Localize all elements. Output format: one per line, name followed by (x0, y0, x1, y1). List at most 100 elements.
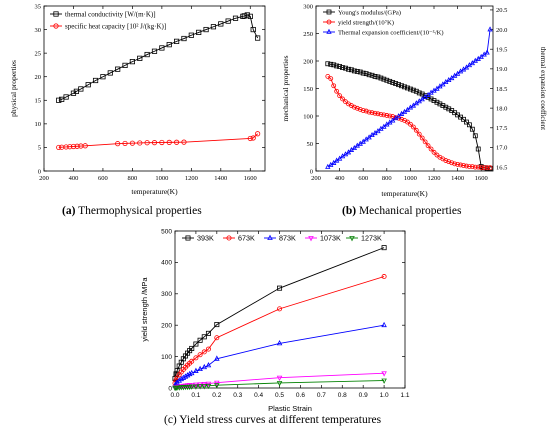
data-point-1073k (214, 380, 220, 387)
data-point-young-s-modulus-gpa (340, 65, 345, 70)
data-point-thermal-expansion-coefficient-10-k (440, 81, 446, 87)
data-point-young-s-modulus-gpa (360, 70, 366, 76)
data-point-thermal-expansion-coefficient-10-k (410, 102, 417, 108)
data-point-393k (193, 341, 199, 347)
y-tick-label: 150 (303, 86, 313, 93)
data-point-873k (197, 365, 203, 372)
x-tick-label: 400 (69, 175, 79, 182)
data-point-thermal-conductivity-w-m-k (173, 38, 180, 44)
x-tick-label: 600 (98, 175, 108, 182)
data-point-1273k (381, 378, 387, 384)
data-point-specific-heat-capacity-10-j-kg-k (122, 140, 128, 147)
data-point-393k (381, 245, 387, 251)
data-point-young-s-modulus-gpa (357, 69, 363, 75)
data-point-yield-strength-10-k (422, 139, 428, 145)
data-point-yield-strength-10-k (428, 146, 434, 152)
data-point-yield-strength-10-k (410, 124, 416, 130)
data-point-young-s-modulus-gpa (366, 72, 372, 78)
x-tick-label: 200 (311, 175, 321, 182)
x-tick-label: 1000 (155, 175, 168, 182)
data-point-yield-strength-10-k (484, 165, 490, 171)
data-point-young-s-modulus-gpa (405, 85, 410, 91)
data-point-specific-heat-capacity-10-j-kg-k (67, 144, 73, 150)
data-point-thermal-expansion-coefficient-10-k (463, 64, 470, 70)
data-point-thermal-expansion-coefficient-10-k (336, 155, 343, 161)
data-point-thermal-conductivity-w-m-k (56, 97, 62, 103)
data-point-specific-heat-capacity-10-j-kg-k (174, 139, 180, 145)
data-point-1273k (201, 384, 208, 390)
data-point-873k (276, 340, 283, 346)
data-point-young-s-modulus-gpa (343, 65, 348, 71)
legend-marker-thermal-conductivity-w-m-k (53, 11, 59, 17)
x-tick-label: 800 (382, 175, 392, 182)
data-point-thermal-conductivity-w-m-k (85, 82, 91, 88)
legend-marker-thermal-expansion-coefficient-10-k (326, 28, 332, 34)
data-point-yield-strength-10-k (372, 110, 378, 116)
data-point-specific-heat-capacity-10-j-kg-k (255, 131, 261, 137)
data-point-thermal-expansion-coefficient-10-k (331, 159, 337, 165)
data-point-thermal-conductivity-w-m-k (247, 13, 253, 19)
caption-a-text: Thermophysical properties (75, 205, 202, 217)
data-point-yield-strength-10-k (354, 105, 360, 111)
data-point-thermal-expansion-coefficient-10-k (381, 123, 387, 129)
x-tick-label: 0.0 (170, 392, 179, 399)
data-point-yield-strength-10-k (455, 161, 461, 167)
y-tick-label: 0 (168, 385, 172, 392)
y2-tick-label: 20.5 (496, 7, 507, 14)
data-point-thermal-conductivity-w-m-k (196, 29, 202, 36)
data-point-specific-heat-capacity-10-j-kg-k (63, 144, 69, 150)
legend-marker-873k (267, 234, 273, 240)
legend-label-thermal-expansion-coefficient-10-k: Thermal expansion coefficient/(10⁻⁵/K) (338, 29, 444, 36)
data-point-673k (277, 306, 283, 312)
y2-tick-label: 17.5 (496, 125, 507, 132)
y-tick-label: 200 (303, 58, 313, 65)
data-point-thermal-expansion-coefficient-10-k (478, 53, 484, 59)
legend-marker-young-s-modulus-gpa (326, 9, 332, 15)
data-point-young-s-modulus-gpa (396, 82, 402, 88)
x-tick-label: 1400 (451, 175, 464, 182)
legend-label-young-s-modulus-gpa: Young's modulus/(GPa) (338, 9, 401, 16)
data-point-yield-strength-10-k (487, 165, 493, 171)
data-point-yield-strength-10-k (378, 111, 384, 117)
data-point-young-s-modulus-gpa (387, 78, 393, 84)
data-point-yield-strength-10-k (466, 164, 472, 170)
y-tick-label: 200 (161, 323, 172, 330)
data-point-thermal-expansion-coefficient-10-k (366, 134, 372, 140)
x-tick-label: 0.2 (212, 392, 221, 399)
y-tick-label: 100 (303, 113, 313, 120)
data-point-specific-heat-capacity-10-j-kg-k (151, 140, 158, 146)
x-tick-label: 1400 (214, 175, 227, 182)
data-point-young-s-modulus-gpa (393, 81, 399, 86)
data-point-young-s-modulus-gpa (472, 133, 478, 139)
data-point-young-s-modulus-gpa (369, 72, 375, 78)
x-tick-label: 1000 (404, 175, 417, 182)
x-tick-label: 600 (358, 175, 368, 182)
y-tick-label: 10 (35, 121, 42, 128)
y-tick-label: 50 (307, 141, 314, 148)
x-tick-label: 0.8 (338, 392, 347, 399)
x-axis-label: temperature(K) (131, 187, 178, 196)
legend-label-thermal-conductivity-w-m-k: thermal conductivity [W/(m·K)] (65, 10, 156, 18)
data-point-yield-strength-10-k (399, 116, 404, 122)
data-point-specific-heat-capacity-10-j-kg-k (82, 143, 88, 149)
data-point-yield-strength-10-k (375, 111, 381, 117)
data-point-393k (214, 322, 220, 328)
data-point-yield-strength-10-k (357, 107, 363, 112)
data-point-393k (189, 345, 195, 351)
data-point-thermal-conductivity-w-m-k (166, 42, 172, 48)
data-point-thermal-conductivity-w-m-k (78, 86, 84, 92)
x-tick-label: 1200 (185, 175, 198, 182)
data-point-yield-strength-10-k (328, 76, 334, 81)
data-point-thermal-conductivity-w-m-k (188, 32, 194, 38)
y2-tick-label: 17.0 (496, 145, 507, 152)
data-point-yield-strength-10-k (360, 108, 366, 113)
data-point-young-s-modulus-gpa (461, 116, 466, 122)
data-point-thermal-conductivity-w-m-k (100, 74, 106, 80)
caption-a: (a) Thermophysical properties (62, 205, 202, 217)
data-point-specific-heat-capacity-10-j-kg-k (144, 140, 150, 146)
y-tick-label: 300 (303, 3, 313, 10)
data-point-thermal-expansion-coefficient-10-k (484, 49, 490, 55)
data-point-specific-heat-capacity-10-j-kg-k (56, 144, 62, 151)
data-point-yield-strength-10-k (337, 93, 343, 99)
x-axis-label: Plastic Strain (268, 404, 312, 413)
